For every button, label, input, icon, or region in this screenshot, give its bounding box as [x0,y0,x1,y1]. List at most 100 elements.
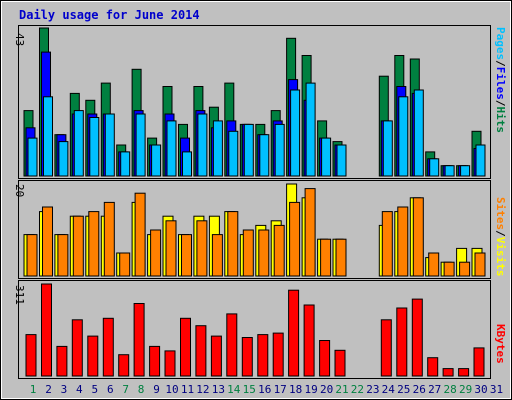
bar-sites-day-8 [134,192,146,277]
bar-pages-day-1 [27,137,38,177]
bar-sites-day-27 [428,252,440,277]
bar-sites-day-2 [42,206,53,277]
bar-sites-day-30 [474,252,486,277]
bar-sites-day-5 [88,211,100,277]
day-label-18: 18 [289,383,302,396]
bar-kbytes-day-24 [380,319,392,377]
day-label-4: 4 [76,383,83,396]
bar-kbytes-day-16 [257,334,269,377]
bar-pages-day-8 [135,113,146,177]
bar-pages-day-25 [398,96,409,177]
bar-pages-day-2 [43,96,53,177]
bar-sites-day-17 [273,224,285,277]
bar-kbytes-day-2 [41,283,52,377]
bar-sites-day-9 [150,229,162,277]
day-label-16: 16 [258,383,271,396]
bars [23,27,486,377]
bar-kbytes-day-6 [102,317,114,377]
bar-sites-day-11 [181,234,192,277]
ymax-label-visits: 20 [13,184,26,197]
bar-sites-day-7 [119,252,131,277]
bar-kbytes-day-14 [226,313,238,377]
bar-kbytes-day-30 [473,347,485,377]
bar-kbytes-day-3 [56,345,68,377]
panel-frames [18,25,491,379]
bar-sites-day-29 [459,261,471,277]
bar-sites-day-24 [381,211,393,277]
bar-pages-day-12 [197,113,208,177]
day-label-11: 11 [181,383,194,396]
day-label-9: 9 [153,383,160,396]
bar-pages-day-15 [243,123,254,177]
bar-kbytes-day-9 [149,345,161,377]
bar-sites-day-28 [443,261,455,277]
bar-pages-day-24 [382,120,393,177]
day-label-13: 13 [212,383,225,396]
bar-pages-day-29 [460,165,471,177]
bar-kbytes-day-18 [288,289,300,377]
bar-pages-day-30 [475,144,486,177]
legend-visits: Visits [494,237,507,277]
bar-sites-day-20 [320,238,332,277]
bar-pages-day-3 [58,141,69,177]
bar-sites-day-14 [227,211,239,277]
bar-pages-day-16 [259,134,270,177]
bar-kbytes-day-10 [164,350,176,377]
bar-sites-day-12 [196,220,208,277]
day-label-29: 29 [459,383,472,396]
bar-pages-day-19 [305,82,316,177]
day-label-23: 23 [366,383,379,396]
bar-pages-day-26 [413,89,424,177]
bar-kbytes-day-15 [241,337,253,377]
bar-pages-day-5 [89,117,100,177]
bar-kbytes-day-28 [442,368,454,377]
day-label-21: 21 [335,383,348,396]
bar-sites-day-19 [304,188,316,277]
day-label-1: 1 [30,383,37,396]
day-label-30: 30 [474,383,487,396]
bar-sites-day-3 [57,234,69,277]
bar-pages-day-9 [151,144,162,177]
bar-sites-day-6 [103,201,115,277]
legend-sites: Sites [494,197,507,230]
bar-pages-day-18 [290,89,301,177]
bar-pages-day-4 [73,110,84,177]
bar-kbytes-day-8 [133,303,145,377]
day-label-12: 12 [196,383,209,396]
day-label-26: 26 [413,383,426,396]
bar-kbytes-day-29 [458,368,470,377]
bar-kbytes-day-11 [180,317,191,377]
day-label-28: 28 [443,383,456,396]
day-label-8: 8 [138,383,145,396]
bar-sites-day-1 [26,234,38,277]
day-label-5: 5 [91,383,98,396]
day-label-14: 14 [227,383,241,396]
bar-pages-day-20 [321,137,332,177]
legend-pages: Pages [494,27,507,60]
panel-frame-visits [18,180,491,279]
legend-files: Files [494,67,507,100]
day-label-25: 25 [397,383,410,396]
panel-frame-hits [18,25,491,179]
bar-pages-day-17 [274,123,285,177]
bar-pages-day-28 [444,165,455,177]
legend-sep-1: / [494,60,507,67]
bar-sites-day-15 [242,229,254,277]
bar-kbytes-day-4 [71,319,83,377]
bar-sites-day-10 [165,220,177,277]
bar-sites-day-16 [258,229,270,277]
bar-sites-day-26 [412,197,424,277]
bar-kbytes-day-25 [396,307,408,377]
bar-kbytes-day-20 [319,340,331,377]
panel-frame-kbytes [18,280,491,379]
bar-pages-day-27 [429,158,440,177]
bar-pages-day-10 [166,120,177,177]
bar-kbytes-day-5 [87,335,99,377]
bar-kbytes-day-13 [210,335,222,377]
bar-kbytes-day-19 [303,304,315,377]
day-labels: 1 2 3 4 5 6 7 8 9 10 11 12 13 14 15 16 17 18 19 20 21 22 23 24 2… [30,383,503,396]
day-label-7: 7 [122,383,129,396]
day-label-17: 17 [274,383,287,396]
